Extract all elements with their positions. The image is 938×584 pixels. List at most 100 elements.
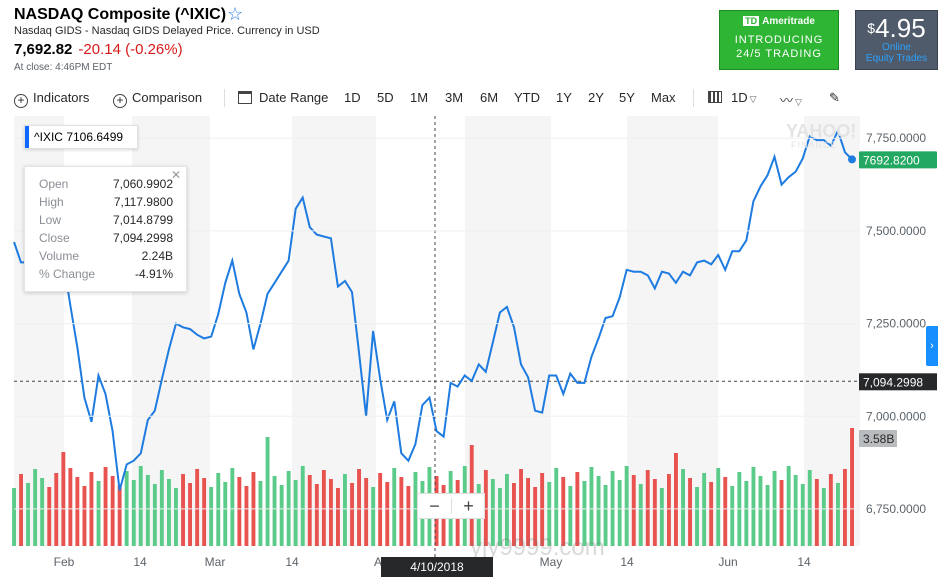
y-axis: 6,750.0000 7,000.0000 7,250.0000 7,500.0000… [14,131,926,516]
equity-trades-ad[interactable]: $4.95 Online Equity Trades [855,10,938,70]
dollar-symbol: $ [867,20,876,36]
y-tick-label: 7,000.0000 [866,409,926,423]
volume-bar [765,485,770,546]
line-style-button[interactable]: 〰 ▽ [780,90,802,109]
volume-bar [209,487,214,546]
volume-bar [343,474,347,546]
plus-circle-icon: + [14,94,28,108]
volume-bar [561,477,566,546]
volume-bar [659,488,664,546]
draw-button[interactable]: ✎ [829,90,840,106]
date-range-label: Date Range [259,90,329,105]
volume-bar [307,475,312,546]
tooltip-value: 7,060.9902 [112,177,173,191]
range-max[interactable]: Max [651,90,676,105]
last-price-tag-bg [859,151,937,169]
volume-bar [272,476,277,546]
volume-bar [336,488,340,546]
range-1d[interactable]: 1D [344,90,361,105]
calendar-icon [238,91,252,104]
x-tick-label: 14 [133,555,147,569]
line-chart-icon: 〰 [780,93,794,108]
x-tick-label: A [374,555,382,569]
expand-panel-tab[interactable]: › [926,326,938,366]
ameritrade-ad[interactable]: TD Ameritrade INTRODUCING 24/5 TRADING [719,10,839,70]
volume-bar [554,468,559,546]
symbol-tooltip: ^IXIC 7106.6499 [24,125,138,149]
close-time: At close: 4:46PM EDT [14,62,113,73]
volume-bar [96,481,101,546]
volume-bar [82,486,87,546]
volume-bar [61,452,66,546]
volume-bar [237,477,242,546]
tooltip-label: Open [39,177,69,191]
close-icon[interactable]: ✕ [170,168,181,182]
tooltip-label: Close [39,231,70,245]
volume-bar [821,488,826,546]
volume-bar [709,482,714,546]
watermark: yjy9999.com [470,534,605,561]
volume-bar [68,468,73,546]
range-5d[interactable]: 5D [377,90,394,105]
tooltip-value: 2.24B [141,249,173,263]
interval-select[interactable]: 1D ▽ [731,90,757,105]
volume-bar [314,484,319,546]
y-tick-label: 6,750.0000 [866,502,926,516]
last-price-tag-text: 7692.8200 [863,153,920,167]
comparison-button[interactable]: + Comparison [113,90,202,108]
volume-bar [223,482,228,546]
x-tick-label: 14 [797,555,811,569]
x-tick-label: 14 [285,555,299,569]
ad-price-amount: $4.95 [856,14,937,42]
ad-line-1: INTRODUCING [734,34,824,46]
tooltip-row-low: Low 7,014.8799 [39,213,173,231]
volume-bar [75,477,80,546]
volume-bar [33,469,38,546]
crosshair-value-tag: 7,094.2998 [859,373,937,391]
x-tick-label: 14 [620,555,634,569]
tooltip-value: 7,014.8799 [112,213,173,227]
volume-bar [603,485,608,546]
volume-bar [47,487,52,546]
volume-bar [533,487,538,546]
volume-bar [19,474,23,546]
chart-type-button[interactable] [708,90,729,105]
zoom-out-button[interactable]: − [429,496,440,516]
date-range-button[interactable]: Date Range [238,90,328,105]
volume-bar [674,453,678,546]
range-ytd[interactable]: YTD [514,90,540,105]
volume-bar [695,487,699,546]
tooltip-row-close: Close 7,094.2998 [39,231,173,249]
star-icon[interactable]: ☆ [227,4,244,24]
range-5y[interactable]: 5Y [619,90,635,105]
zoom-in-button[interactable]: + [463,496,474,516]
volume-bar [293,480,298,546]
range-2y[interactable]: 2Y [588,90,604,105]
td-logo-text: Ameritrade [762,16,815,27]
x-tick-label: Jun [718,555,737,569]
indicators-label: Indicators [33,90,90,105]
volume-bar [582,481,587,546]
range-6m[interactable]: 6M [480,90,499,105]
indicators-button[interactable]: + Indicators [14,90,89,108]
volume-bar [145,475,150,546]
range-1y[interactable]: 1Y [556,90,572,105]
x-tick-label: Mar [205,555,226,569]
volume-bar [814,479,819,546]
volume-bar [758,476,763,546]
range-1m[interactable]: 1M [410,90,429,105]
range-3m[interactable]: 3M [445,90,464,105]
volume-bar [174,488,178,546]
yahoo-finance-logo: YAHOO! [786,121,857,141]
volume-bar [385,482,390,546]
volume-bar [645,470,650,546]
volume-bar [617,480,622,546]
crosshair-date-tag: 4/10/2018 [381,557,493,577]
volume-bar [638,484,643,546]
volume-bar [371,487,376,546]
volume-bar [779,480,784,546]
volume-bar [786,466,791,546]
ad-line-2: 24/5 TRADING [736,48,822,60]
comparison-label: Comparison [132,90,203,105]
